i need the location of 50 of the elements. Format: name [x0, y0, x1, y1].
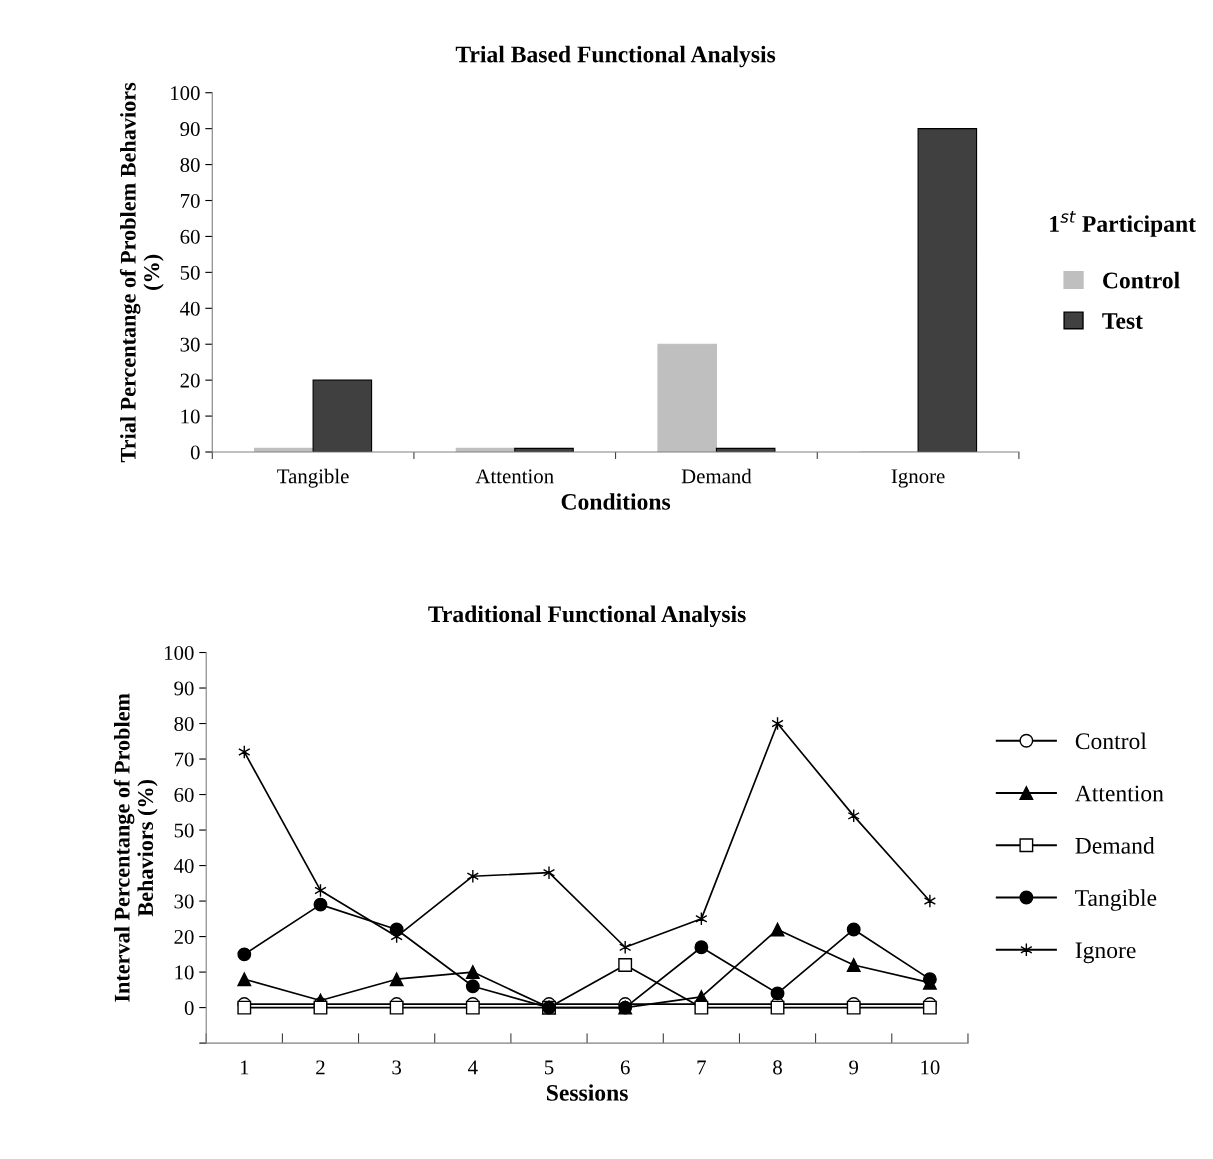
x-tick-label: Ignore [891, 469, 945, 488]
y-tick-label: 40 [173, 858, 194, 873]
x-axis-title: Conditions [561, 493, 671, 510]
x-tick-label: 6 [620, 1060, 630, 1075]
legend-label: Control [1075, 732, 1147, 750]
x-tick-label: 4 [468, 1060, 478, 1075]
x-tick-label: 7 [697, 1060, 706, 1075]
legend-label: Tangible [1075, 889, 1157, 911]
y-tick-label: 90 [174, 681, 194, 696]
y-tick-label: 10 [181, 409, 200, 424]
legend-label: Attention [1074, 785, 1164, 802]
y-tick-label: 60 [180, 229, 200, 244]
x-tick-label: 10 [921, 1060, 940, 1075]
x-tick-label: Attention [475, 469, 554, 484]
y-tick-label: 0 [190, 445, 200, 460]
y-axis-title: Trial Percentange of Problem Behaviors (%) [119, 82, 164, 463]
x-tick-label: 1 [240, 1060, 249, 1075]
y-tick-label: 50 [180, 265, 200, 280]
legend-title: 1$^{st}$ Participant [1050, 211, 1196, 237]
y-tick-label: 60 [174, 787, 194, 802]
x-tick-label: 2 [316, 1060, 325, 1075]
y-tick-label: 80 [174, 716, 194, 731]
x-tick-label: 5 [545, 1060, 554, 1075]
y-tick-label: 90 [180, 122, 200, 137]
legend-label: Control [1103, 271, 1180, 289]
y-tick-label: 70 [174, 752, 194, 767]
x-axis-title: Sessions [547, 1084, 628, 1101]
y-tick-label: 100 [171, 86, 200, 101]
chart-title: Traditional Functional Analysis [428, 605, 746, 628]
y-tick-label: 80 [180, 157, 200, 173]
y-tick-label: 0 [184, 1000, 194, 1016]
legend-label: Test [1102, 313, 1143, 329]
chart-title: Trial Based Functional Analysis [455, 45, 776, 68]
x-tick-label: Tangible [277, 468, 349, 488]
y-tick-label: 100 [164, 645, 194, 660]
y-tick-label: 30 [174, 894, 194, 909]
y-tick-label: 70 [181, 193, 200, 208]
y-axis-title: Interval Percentange of Problem Behaviors (%) [113, 693, 158, 1002]
x-tick-label: 3 [392, 1060, 402, 1075]
legend-label: Demand [1075, 837, 1155, 854]
y-tick-label: 30 [180, 337, 200, 352]
x-tick-label: Demand [681, 468, 752, 484]
y-tick-label: 40 [180, 301, 200, 316]
y-tick-label: 20 [180, 373, 200, 388]
legend-label: Ignore [1075, 942, 1136, 964]
y-tick-label: 20 [174, 929, 194, 945]
y-tick-label: 50 [174, 823, 194, 838]
x-tick-label: 9 [849, 1060, 859, 1075]
x-tick-label: 8 [773, 1060, 782, 1075]
y-tick-label: 10 [175, 965, 194, 980]
